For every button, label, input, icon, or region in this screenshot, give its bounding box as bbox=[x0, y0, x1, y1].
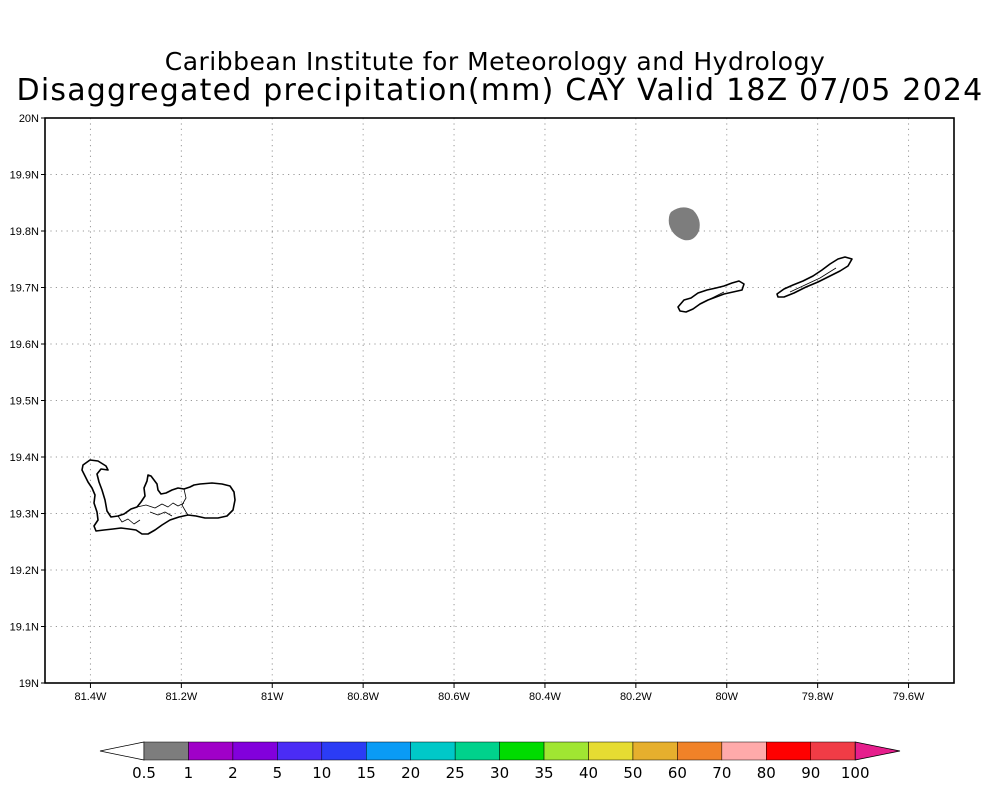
colorbar-label: 90 bbox=[801, 764, 820, 782]
lat-tick-label: 19.5N bbox=[10, 396, 39, 408]
colorbar-segment bbox=[543, 741, 589, 761]
lon-tick-label: 81.2W bbox=[165, 691, 197, 703]
colorbar-segment bbox=[632, 741, 678, 761]
colorbar-segment bbox=[454, 741, 500, 761]
colorbar-label: 2 bbox=[228, 764, 238, 782]
colorbar-segment bbox=[188, 741, 234, 761]
lat-tick-label: 19.4N bbox=[10, 452, 39, 464]
lon-tick-label: 80.6W bbox=[438, 691, 470, 703]
colorbar-segment bbox=[277, 741, 323, 761]
colorbar-segment bbox=[810, 741, 856, 761]
colorbar-label: 60 bbox=[668, 764, 687, 782]
cayman-brac-island bbox=[776, 256, 853, 298]
lon-tick-label: 80.4W bbox=[529, 691, 561, 703]
lon-tick-label: 80.2W bbox=[620, 691, 652, 703]
lon-tick-label: 80W bbox=[715, 691, 738, 703]
colorbar-segment bbox=[499, 741, 545, 761]
colorbar-label: 70 bbox=[712, 764, 731, 782]
colorbar-segment bbox=[321, 741, 367, 761]
colorbar-label: 25 bbox=[446, 764, 465, 782]
colorbar-label: 100 bbox=[841, 764, 870, 782]
colorbar-label: 20 bbox=[401, 764, 420, 782]
lon-tick-label: 79.6W bbox=[893, 691, 925, 703]
grid-lines bbox=[45, 117, 954, 684]
colorbar-segment bbox=[677, 741, 723, 761]
colorbar-label: 0.5 bbox=[132, 764, 156, 782]
lat-tick-label: 19N bbox=[19, 678, 39, 690]
colorbar-segment bbox=[588, 741, 634, 761]
colorbar-label: 50 bbox=[623, 764, 642, 782]
lat-tick-label: 20N bbox=[19, 113, 39, 125]
lat-tick-label: 19.6N bbox=[10, 339, 39, 351]
colorbar-label: 40 bbox=[579, 764, 598, 782]
little-cayman-island bbox=[677, 280, 745, 313]
lat-tick-label: 19.2N bbox=[10, 565, 39, 577]
precip-cell bbox=[668, 207, 700, 241]
colorbar-segment bbox=[410, 741, 456, 761]
colorbar-segment bbox=[143, 741, 189, 761]
colorbar-segment bbox=[766, 741, 811, 761]
colorbar: 0.5 1 2 5 10 15 20 25 30 35 40 50 60 70 80 90 100 bbox=[99, 741, 901, 782]
colorbar-high-arrow bbox=[854, 741, 901, 761]
lat-tick-label: 19.7N bbox=[10, 283, 39, 295]
lon-tick-label: 81.4W bbox=[75, 691, 107, 703]
colorbar-segment bbox=[232, 741, 278, 761]
map-frame bbox=[44, 117, 955, 684]
lon-tick-label: 79.8W bbox=[802, 691, 834, 703]
colorbar-label: 35 bbox=[535, 764, 554, 782]
lon-tick-label: 81W bbox=[261, 691, 284, 703]
colorbar-label: 30 bbox=[490, 764, 509, 782]
colorbar-label: 10 bbox=[312, 764, 331, 782]
grand-cayman-island bbox=[81, 459, 236, 535]
colorbar-label: 15 bbox=[357, 764, 376, 782]
lat-tick-label: 19.1N bbox=[10, 622, 39, 634]
colorbar-segment bbox=[721, 741, 767, 761]
colorbar-label: 1 bbox=[184, 764, 194, 782]
axis-ticks: 81.4W 81.2W 81W 80.8W 80.6W 80.4W 80.2W 80W 79.8… bbox=[10, 113, 925, 703]
colorbar-label: 80 bbox=[757, 764, 776, 782]
map-title: Caribbean Institute for Meteorology and … bbox=[0, 48, 1000, 106]
lat-tick-label: 19.3N bbox=[10, 509, 39, 521]
lat-tick-label: 19.8N bbox=[10, 226, 39, 238]
colorbar-low-arrow bbox=[99, 741, 145, 761]
colorbar-label: 5 bbox=[273, 764, 283, 782]
colorbar-segment bbox=[366, 741, 411, 761]
lat-tick-label: 19.9N bbox=[10, 170, 39, 182]
lon-tick-label: 80.8W bbox=[347, 691, 379, 703]
title-product: Disaggregated precipitation(mm) CAY Vali… bbox=[16, 73, 984, 108]
title-institution: Caribbean Institute for Meteorology and … bbox=[164, 47, 826, 76]
